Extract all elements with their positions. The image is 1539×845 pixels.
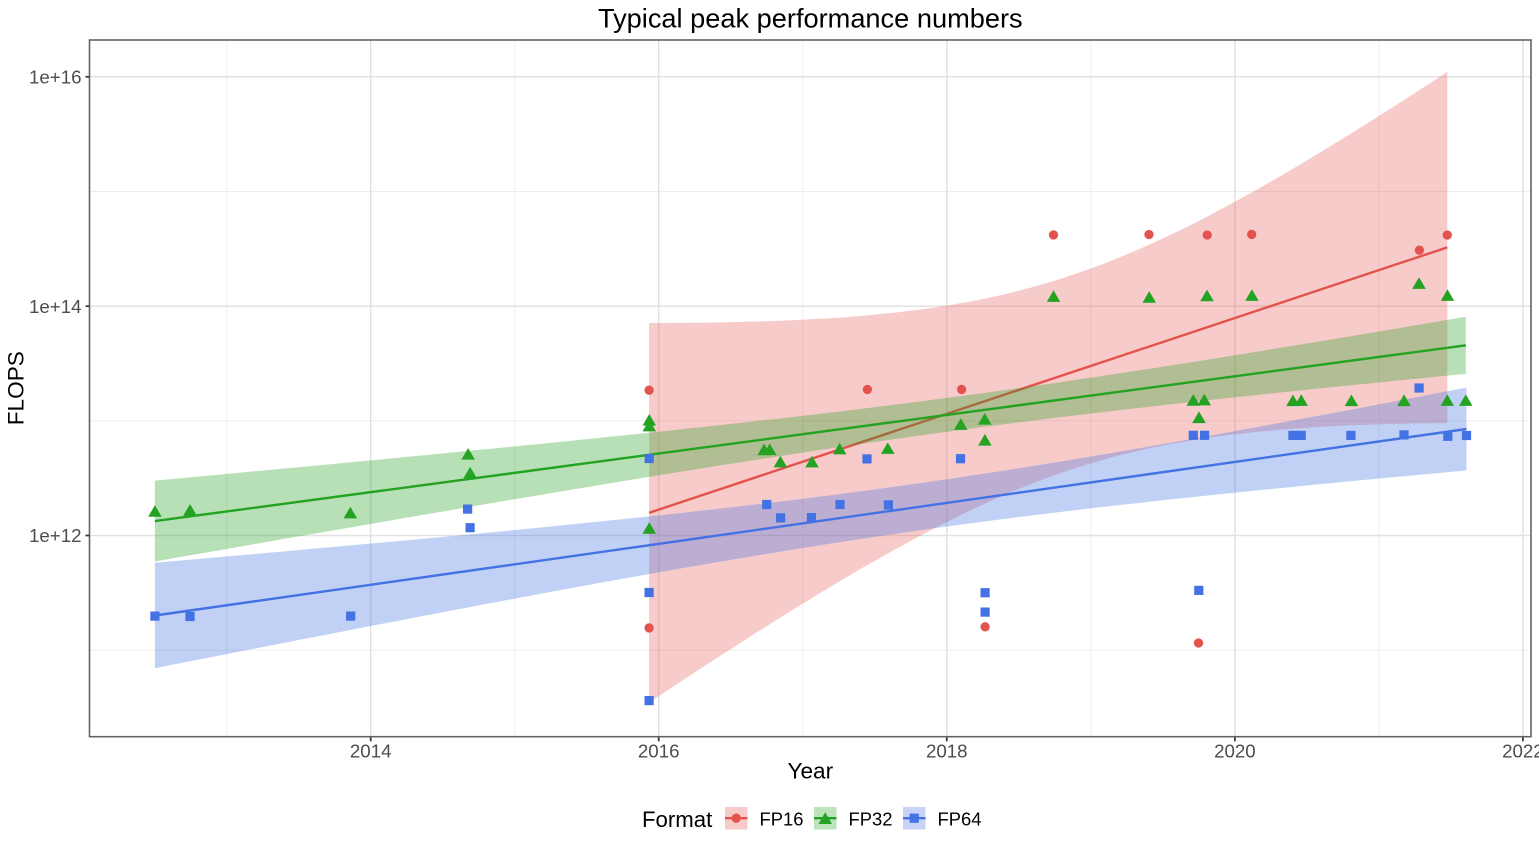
svg-text:2014: 2014	[350, 741, 392, 762]
svg-text:Year: Year	[787, 759, 833, 784]
svg-text:FP64: FP64	[938, 809, 982, 830]
svg-text:FP16: FP16	[760, 809, 804, 830]
svg-text:Typical peak performance numbe: Typical peak performance numbers	[598, 3, 1023, 34]
svg-text:2020: 2020	[1214, 741, 1256, 762]
svg-text:2018: 2018	[926, 741, 968, 762]
svg-text:2022: 2022	[1502, 741, 1539, 762]
svg-text:FLOPS: FLOPS	[4, 351, 29, 425]
svg-text:FP32: FP32	[849, 809, 893, 830]
svg-text:2016: 2016	[638, 741, 680, 762]
svg-text:1e+14: 1e+14	[29, 296, 82, 317]
svg-text:Format: Format	[642, 807, 712, 832]
svg-text:1e+16: 1e+16	[29, 66, 82, 87]
svg-text:1e+12: 1e+12	[29, 525, 82, 546]
